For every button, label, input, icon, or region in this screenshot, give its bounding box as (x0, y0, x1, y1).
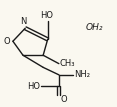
Text: OH₂: OH₂ (86, 23, 103, 32)
Text: NH₂: NH₂ (75, 70, 91, 79)
Text: O: O (4, 37, 10, 46)
Text: O: O (60, 95, 67, 104)
Text: HO: HO (27, 82, 40, 91)
Text: CH₃: CH₃ (60, 59, 75, 68)
Text: N: N (20, 17, 26, 26)
Text: HO: HO (40, 11, 53, 20)
